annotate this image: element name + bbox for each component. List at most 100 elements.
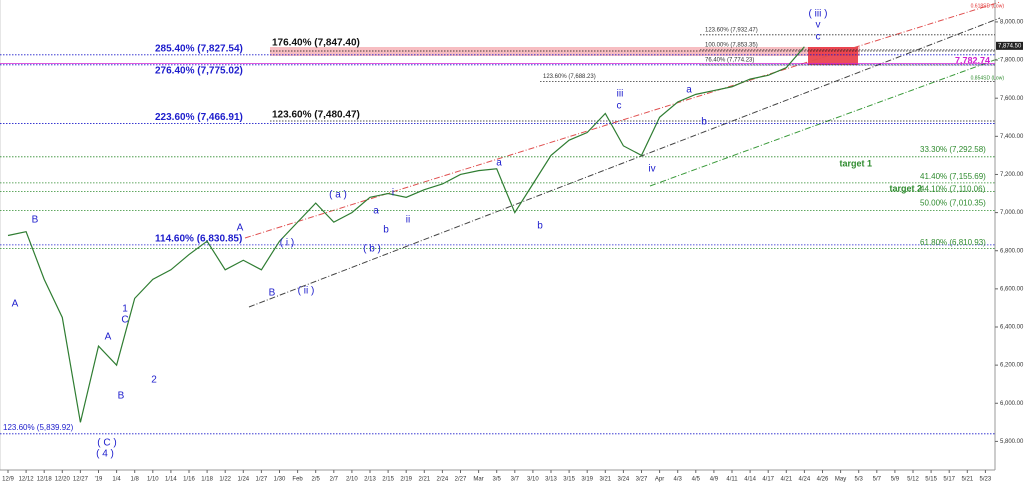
marker-label: 7,782.74: [955, 56, 990, 66]
wave-label: i: [392, 188, 394, 199]
wave-label: C: [121, 315, 128, 326]
x-tick-label: 1/22: [219, 477, 231, 483]
x-tick-label: 4/17: [762, 477, 774, 483]
wave-label: a: [373, 206, 379, 217]
level-label: 61.80% (6,810.93): [920, 238, 986, 247]
level-label: 100.00% (7,853.35): [705, 42, 758, 48]
x-tick-label: 3/27: [636, 477, 648, 483]
x-tick-label: 1/24: [237, 477, 249, 483]
x-tick-label: 4/11: [726, 477, 738, 483]
wave-label: ii: [406, 215, 410, 226]
x-tick-label: 3/10: [527, 477, 539, 483]
x-tick-label: 12/18: [37, 477, 53, 483]
note: target 1: [839, 158, 872, 168]
zone-band: [270, 47, 860, 56]
x-tick-label: 3/7: [511, 477, 520, 483]
x-tick-label: 1/8: [131, 477, 140, 483]
level-label: 223.60% (7,466.91): [155, 112, 243, 123]
level-label: 123.60% (7,688.23): [543, 74, 596, 80]
wave-label: ( C ): [97, 438, 116, 449]
wave-label: ( iii ): [809, 9, 828, 20]
level-label: 114.60% (6,830.85): [155, 233, 242, 244]
level-label: 176.40% (7,847.40): [272, 38, 360, 49]
x-tick-label: 2/27: [455, 477, 467, 483]
channel-line: [649, 57, 1001, 187]
x-tick-label: 5/23: [980, 477, 992, 483]
y-tick-label: 6,400.00: [1000, 325, 1024, 331]
wave-label: iv: [648, 164, 655, 175]
x-tick-label: 2/21: [418, 477, 430, 483]
y-tick-label: 7,000.00: [1000, 210, 1024, 216]
x-tick-label: May: [835, 477, 846, 483]
x-tick-label: 3/5: [493, 477, 502, 483]
wave-label: ( ii ): [298, 286, 315, 297]
price-line: [7, 46, 805, 423]
y-tick-label: 8,000.00: [1000, 20, 1024, 26]
x-tick-label: 4/24: [799, 477, 811, 483]
x-tick-label: 4/5: [692, 477, 701, 483]
x-tick-label: 4/26: [817, 477, 829, 483]
level-label: 33.30% (7,292.58): [920, 145, 986, 154]
wave-label: iii: [617, 89, 624, 100]
x-tick-label: 3/24: [618, 477, 630, 483]
wave-label: v: [816, 20, 821, 31]
wave-label: b: [701, 117, 707, 128]
x-tick-label: 1/14: [165, 477, 177, 483]
wave-label: B: [32, 215, 39, 226]
x-tick-label: 2/5: [312, 477, 321, 483]
note: 0.854SD (Low): [971, 75, 1005, 81]
y-tick-label: 7,200.00: [1000, 172, 1024, 178]
wave-label: c: [617, 101, 622, 112]
y-tick-label: 6,600.00: [1000, 286, 1024, 292]
x-tick-label: 5/9: [891, 477, 900, 483]
x-tick-label: 1/4: [112, 477, 121, 483]
x-tick-label: 4/9: [710, 477, 719, 483]
y-tick-label: 6,200.00: [1000, 363, 1024, 369]
level-label: 41.40% (7,155.69): [920, 172, 986, 181]
wave-label: ( i ): [280, 238, 294, 249]
x-tick-label: 4/21: [780, 477, 792, 483]
x-tick-label: 2/13: [364, 477, 376, 483]
wave-label: B: [269, 288, 276, 299]
x-tick-label: 12/9: [2, 477, 14, 483]
x-tick-label: Feb: [292, 477, 303, 483]
x-tick-label: 12/12: [19, 477, 35, 483]
x-tick-label: 1/27: [256, 477, 268, 483]
last-price-label: 7,874.50: [998, 43, 1022, 49]
x-tick-label: 3/13: [545, 477, 557, 483]
x-tick-label: Mar: [473, 477, 483, 483]
channel-line: [248, 17, 1001, 308]
wave-label: a: [686, 85, 692, 96]
wave-label: c: [816, 32, 821, 43]
y-tick-label: 5,800.00: [1000, 439, 1024, 445]
target-zone: [808, 47, 858, 65]
level-label: 123.60% (7,932.47): [705, 27, 758, 33]
x-tick-label: 2/7: [330, 477, 339, 483]
level-label: 44.10% (7,110.06): [920, 185, 986, 194]
x-tick-label: 2/24: [437, 477, 449, 483]
y-tick-label: 6,000.00: [1000, 401, 1024, 407]
y-tick-label: 7,400.00: [1000, 134, 1024, 140]
y-tick-label: 7,800.00: [1000, 58, 1024, 64]
wave-label: A: [12, 299, 19, 310]
last-price-box: [996, 41, 1023, 50]
x-tick-label: 3/15: [563, 477, 575, 483]
wave-label: ( a ): [329, 190, 347, 201]
wave-label: A: [105, 332, 112, 343]
x-tick-label: 1/10: [147, 477, 159, 483]
wave-label: ( b ): [363, 244, 381, 255]
y-tick-label: 7,600.00: [1000, 96, 1024, 102]
x-tick-label: Apr: [655, 477, 664, 483]
wave-label: B: [118, 391, 125, 402]
level-label: 123.60% (7,480.47): [272, 110, 360, 121]
x-tick-label: '19: [95, 477, 103, 483]
level-label: 285.40% (7,827.54): [155, 43, 243, 54]
x-tick-label: 1/16: [183, 477, 195, 483]
wave-label: 2: [151, 375, 157, 386]
y-tick-label: 6,800.00: [1000, 248, 1024, 254]
wave-label: a: [496, 158, 502, 169]
level-label: 276.40% (7,775.02): [155, 65, 243, 76]
level-label: 76.40% (7,774.23): [705, 58, 754, 64]
wave-label: b: [537, 221, 543, 232]
x-tick-label: 5/3: [855, 477, 864, 483]
